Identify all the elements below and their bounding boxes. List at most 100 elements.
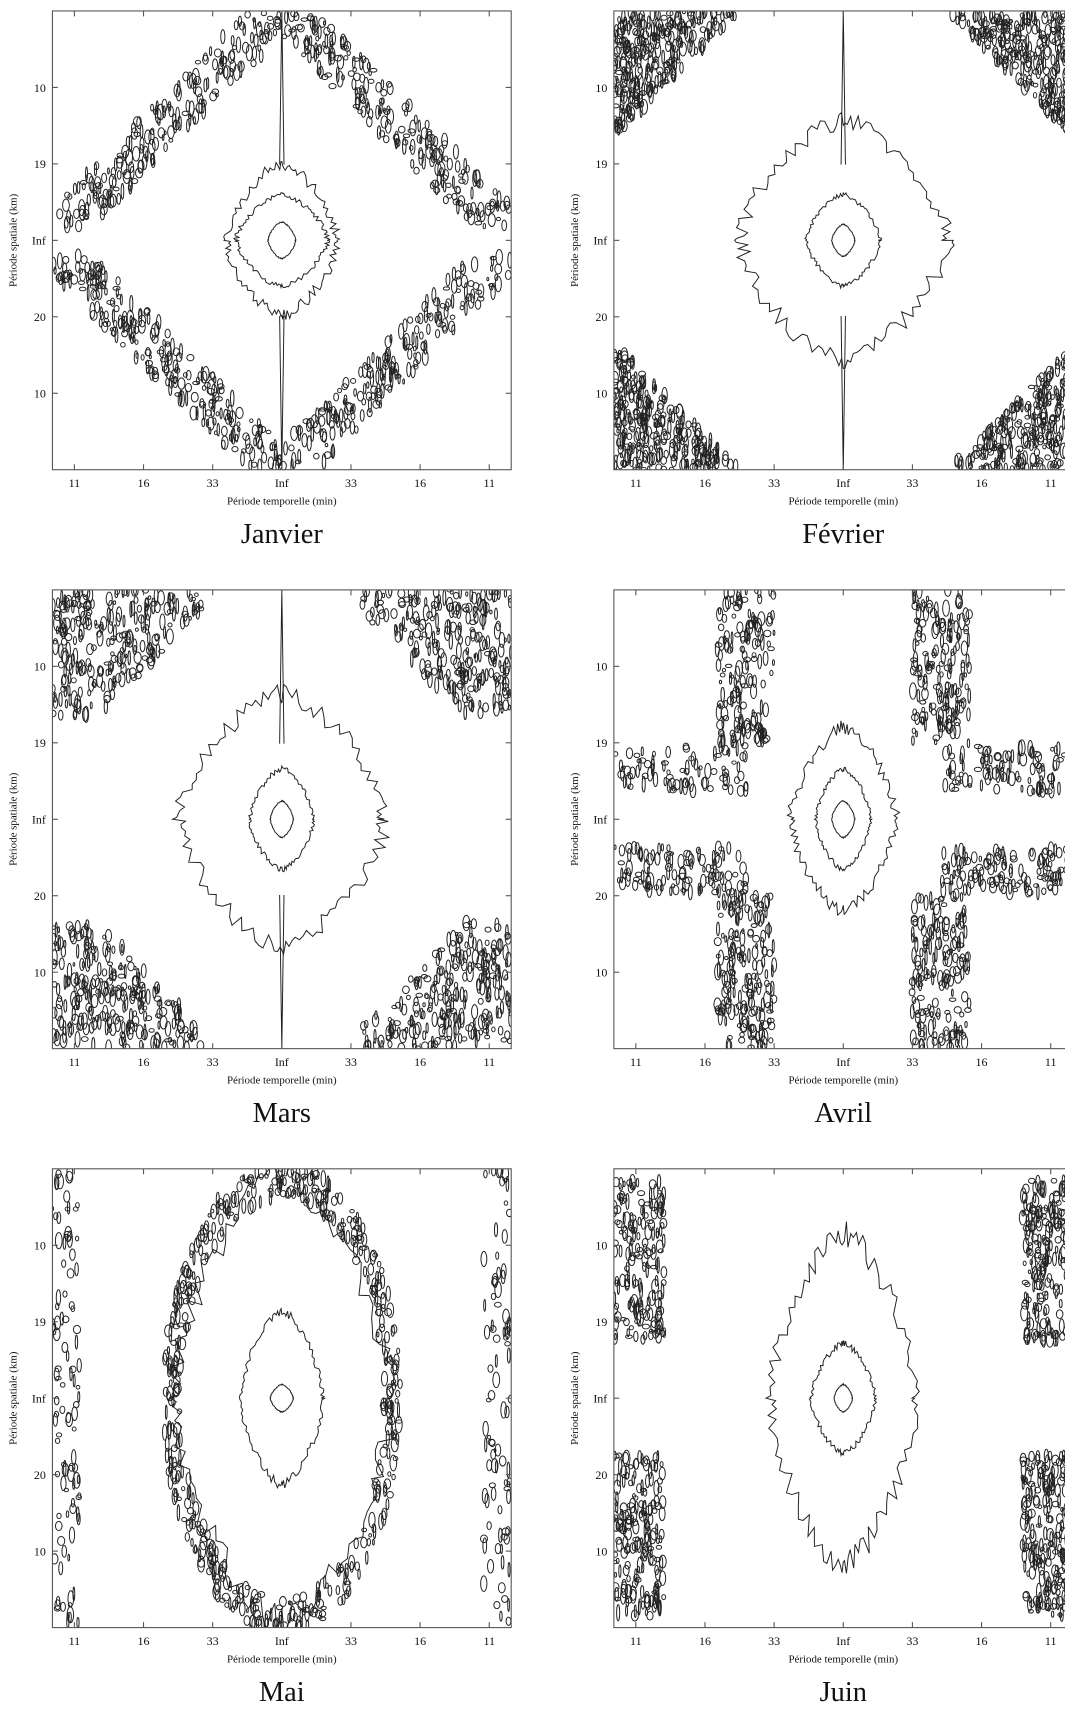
contour-line: [151, 370, 160, 380]
contour-line: [1020, 427, 1028, 437]
contour-line: [987, 767, 991, 775]
contour-line: [733, 936, 741, 942]
contour-line: [446, 193, 453, 199]
contour-line: [966, 738, 971, 749]
contour-line: [636, 458, 643, 468]
contour-line: [661, 874, 667, 886]
contour-line: [433, 595, 440, 612]
contour-line: [462, 171, 469, 185]
contour-line: [739, 861, 747, 875]
contour-line: [504, 1405, 510, 1419]
contour-line: [1048, 111, 1054, 117]
contour-line: [441, 984, 446, 994]
contour-line: [503, 637, 507, 643]
contour-line: [434, 162, 442, 177]
contour-line: [760, 679, 766, 689]
contour-line: [299, 1591, 308, 1602]
contour-line: [368, 70, 372, 76]
contour-line: [363, 1019, 369, 1029]
contour-line: [374, 1291, 379, 1305]
contour-line: [750, 923, 758, 929]
contour-line: [1053, 745, 1058, 755]
contour-line: [646, 451, 655, 466]
contour-line: [506, 1208, 512, 1218]
contour-line: [764, 969, 769, 980]
contour-line: [98, 992, 105, 1005]
contour-line: [103, 986, 110, 996]
contour-line: [205, 409, 212, 417]
contour-line: [737, 770, 745, 782]
contour-line: [625, 859, 633, 877]
contour-line: [492, 693, 496, 710]
contour-line: [162, 1423, 168, 1441]
contour-line: [1024, 80, 1030, 92]
contour-line: [76, 181, 81, 195]
contour-line: [733, 705, 742, 723]
contour-line: [127, 961, 135, 972]
contour-line: [1060, 13, 1065, 22]
contour-line: [735, 912, 740, 927]
contour-line: [617, 349, 622, 355]
contour-line: [972, 449, 980, 459]
contour-line: [1016, 457, 1025, 466]
contour-line: [386, 82, 394, 96]
contour-line: [448, 679, 455, 694]
contour-line: [279, 589, 285, 1049]
contour-line: [162, 1349, 170, 1363]
contour-line: [1032, 68, 1040, 75]
contour-line: [740, 880, 749, 887]
x-tick-label: 33: [345, 476, 357, 490]
contour-line: [279, 10, 285, 470]
contour-line: [666, 10, 674, 17]
contour-line: [747, 608, 752, 619]
contour-line: [374, 600, 379, 609]
contour-line: [675, 403, 684, 418]
contour-line: [173, 1297, 179, 1309]
contour-line: [452, 144, 459, 160]
contour-line: [381, 1510, 387, 1527]
contour-line: [314, 1609, 322, 1619]
contour-line: [644, 389, 649, 398]
contour-line: [60, 685, 67, 693]
contour-line: [258, 1173, 264, 1180]
contour-line: [1003, 408, 1011, 417]
contour-line: [376, 1260, 382, 1268]
contour-line: [493, 701, 500, 717]
contour-line: [317, 24, 322, 39]
contour-line: [410, 159, 415, 169]
contour-line: [212, 417, 217, 426]
contour-line: [62, 1236, 67, 1250]
contour-line: [1056, 757, 1064, 763]
contour-line: [725, 1037, 731, 1049]
contour-line: [697, 766, 701, 778]
contour-line: [132, 1010, 138, 1018]
contour-line: [1060, 51, 1065, 61]
contour-line: [921, 957, 926, 972]
contour-line: [62, 1020, 67, 1036]
contour-line: [78, 268, 84, 274]
contour-line: [152, 985, 157, 999]
contour-line: [397, 589, 406, 599]
contour-line: [171, 1017, 177, 1030]
contour-line: [696, 441, 700, 447]
contour-line: [965, 609, 973, 620]
contour-line: [938, 661, 945, 667]
contour-line: [313, 15, 318, 33]
x-tick-label: 11: [630, 476, 642, 490]
contour-line: [70, 599, 78, 608]
contour-line: [636, 449, 644, 465]
contour-line: [360, 55, 367, 64]
contour-line: [82, 987, 88, 994]
contour-line: [378, 97, 384, 106]
contour-line: [182, 1321, 191, 1333]
contour-line: [666, 769, 671, 775]
contour-line: [197, 1229, 206, 1242]
contour-line: [201, 417, 206, 428]
contour-line: [682, 876, 690, 892]
x-tick-label: 33: [906, 476, 918, 490]
contour-line: [442, 286, 451, 291]
contour-line: [627, 20, 631, 36]
contour-line: [448, 940, 457, 957]
contour-line: [943, 973, 951, 984]
contour-line: [81, 960, 86, 969]
